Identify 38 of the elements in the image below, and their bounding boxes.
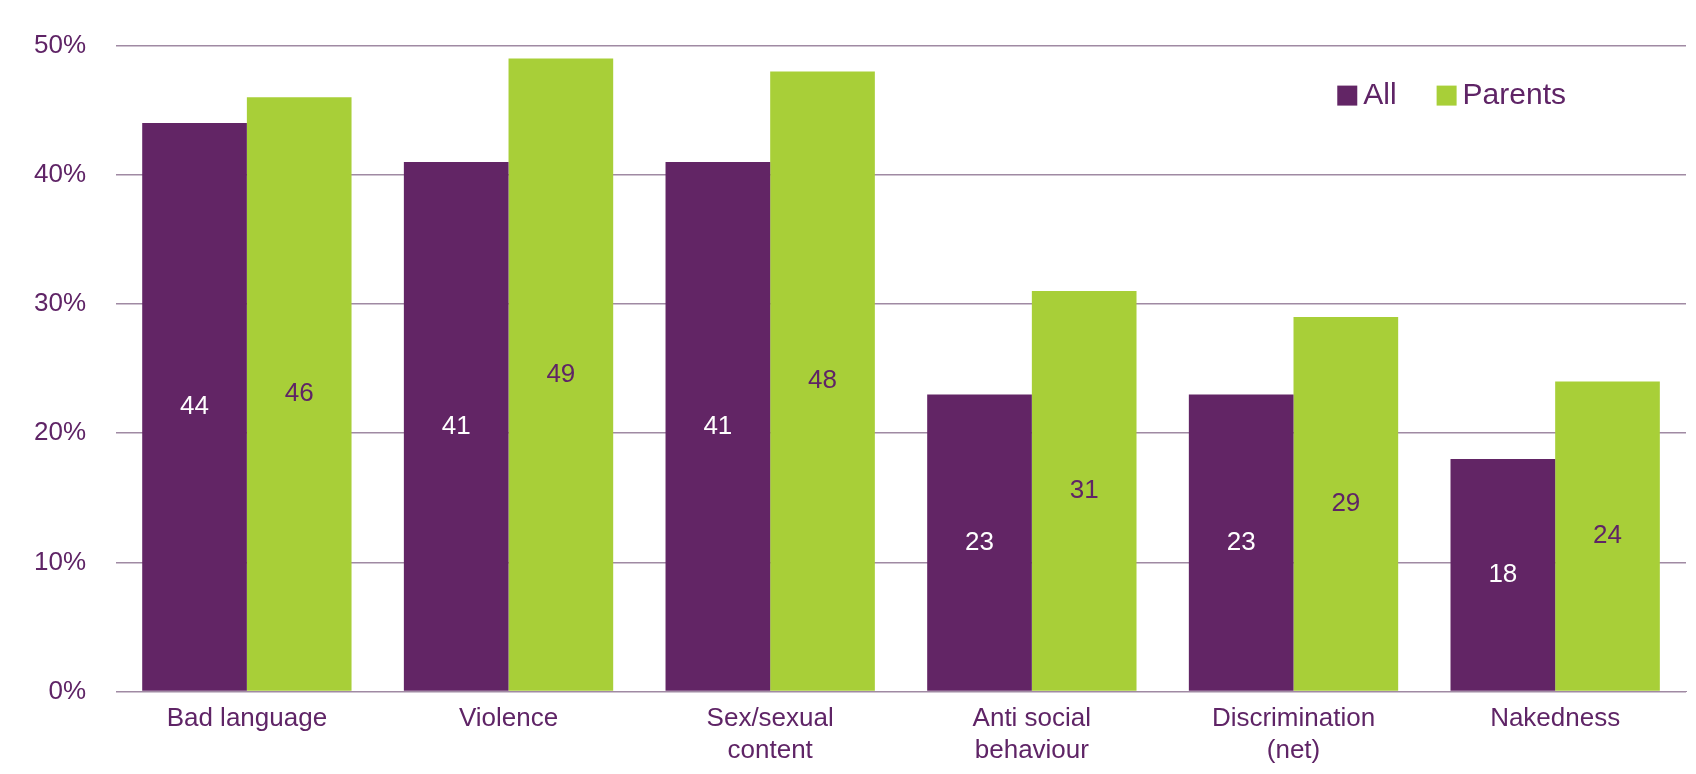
bar (1031, 291, 1137, 691)
bar (1293, 316, 1399, 691)
bar (403, 161, 509, 691)
data-label: 49 (546, 357, 576, 388)
bar (927, 394, 1032, 691)
bar (1555, 381, 1660, 691)
y-tick-label: 30% (33, 287, 87, 318)
x-tick-label: Violence (458, 702, 559, 733)
x-tick-label: Anti social behaviour (972, 702, 1092, 764)
data-label: 18 (1488, 558, 1518, 589)
data-label: 31 (1069, 474, 1099, 505)
data-label: 46 (284, 377, 314, 408)
bar (665, 161, 771, 691)
x-tick-label: Discrimination (net) (1211, 702, 1376, 764)
x-tick-label: Bad language (166, 702, 328, 733)
y-tick-label: 40% (33, 157, 87, 188)
data-label: 48 (808, 364, 837, 395)
x-tick-label: Nakedness (1490, 702, 1621, 733)
data-label: 41 (703, 409, 733, 440)
bar (1188, 394, 1294, 691)
legend-label: Parents (1462, 76, 1566, 110)
bar (246, 97, 352, 691)
data-label: 41 (441, 409, 471, 440)
data-label: 29 (1331, 487, 1361, 518)
x-tick-label: Sex/sexual content (706, 702, 834, 764)
bar (1450, 459, 1556, 691)
bar (142, 123, 247, 691)
y-tick-label: 50% (33, 28, 87, 59)
bar (508, 58, 614, 691)
data-label: 23 (965, 525, 994, 556)
y-tick-label: 0% (48, 674, 87, 705)
data-label: 23 (1226, 525, 1256, 556)
data-label: 44 (180, 390, 209, 421)
y-tick-label: 20% (33, 416, 87, 447)
data-label: 24 (1593, 519, 1622, 550)
y-tick-label: 10% (33, 545, 87, 576)
bar (770, 71, 875, 691)
legend-label: All (1363, 76, 1397, 110)
